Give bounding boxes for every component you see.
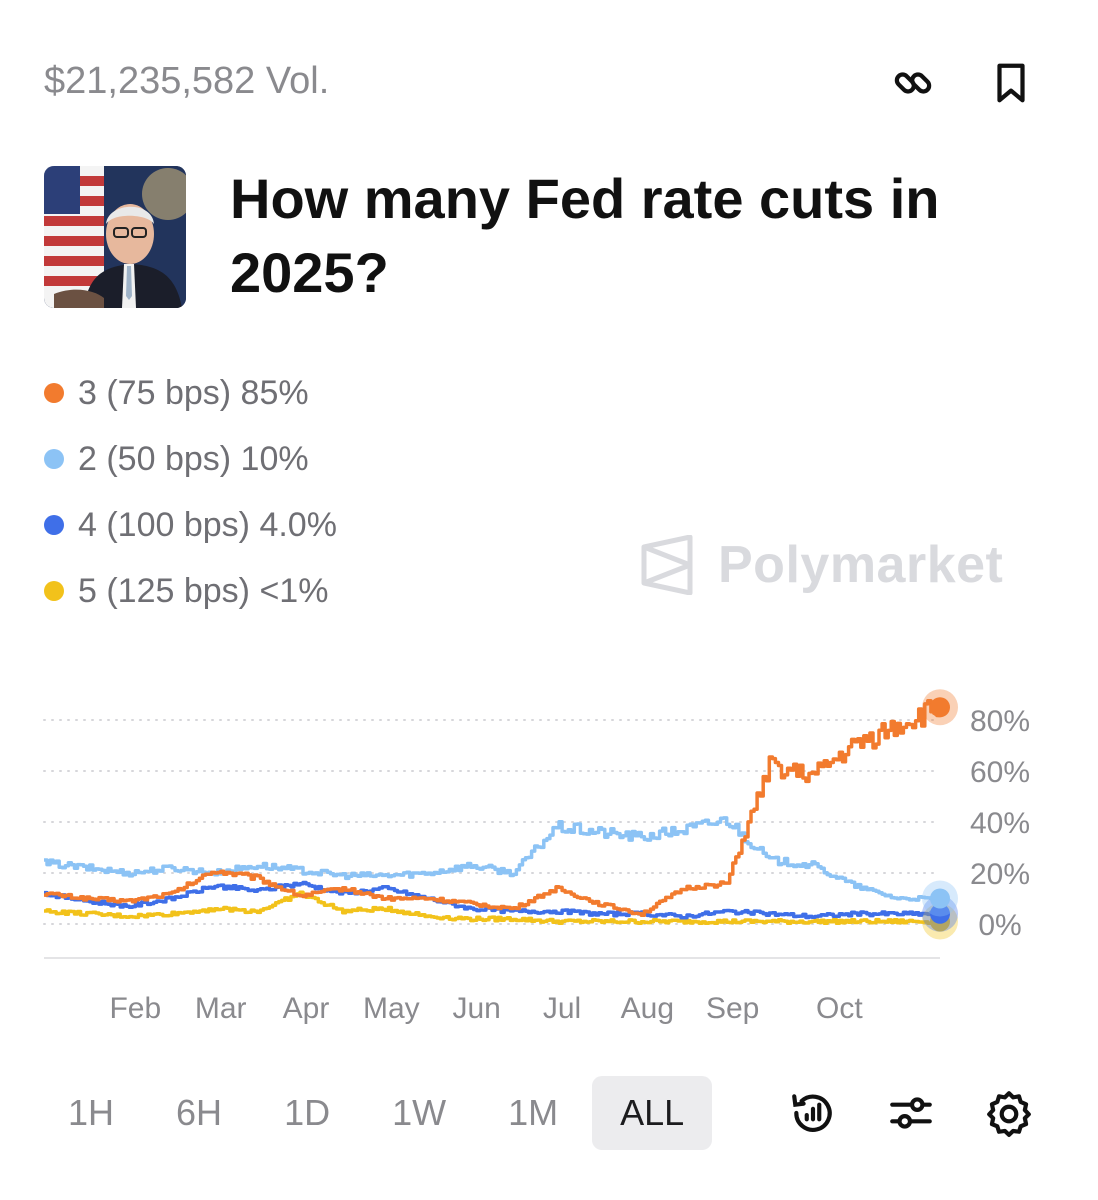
x-tick-label: Aug xyxy=(621,992,674,1025)
series-line xyxy=(44,890,942,926)
range-1w-button[interactable]: 1W xyxy=(392,1092,447,1133)
outcome-legend: 3 (75 bps) 85% 2 (50 bps) 10% 4 (100 bps… xyxy=(44,360,337,624)
time-range-selector: 1H 6H 1D 1W 1M ALL xyxy=(40,1076,718,1150)
range-1m-button[interactable]: 1M xyxy=(508,1092,559,1133)
x-tick-label: Apr xyxy=(283,992,330,1025)
polymarket-logo-icon xyxy=(641,535,693,595)
x-tick-label: May xyxy=(363,992,420,1025)
filters-icon[interactable] xyxy=(884,1086,938,1140)
x-tick-label: Jul xyxy=(543,992,581,1025)
series-line xyxy=(44,816,942,902)
y-tick-label: 60% xyxy=(970,756,1030,789)
bookmark-icon[interactable] xyxy=(986,58,1036,108)
range-1h-button[interactable]: 1H xyxy=(68,1092,115,1133)
watermark-text: Polymarket xyxy=(718,536,1004,594)
range-6h-button[interactable]: 6H xyxy=(176,1092,223,1133)
x-tick-label: Feb xyxy=(109,992,161,1025)
series-line xyxy=(44,880,942,920)
legend-dot xyxy=(44,581,64,601)
volume-text: $21,235,582 Vol. xyxy=(44,60,330,102)
y-tick-label: 80% xyxy=(970,705,1030,738)
series-endpoint xyxy=(930,903,950,924)
y-tick-label: 20% xyxy=(970,858,1030,891)
series-endpoint xyxy=(930,697,950,718)
legend-dot xyxy=(44,449,64,469)
legend-item: 2 (50 bps) 10% xyxy=(44,426,337,492)
probability-chart[interactable]: 80% 60% 40% 20% 0% Feb Mar Apr May Jun Jul Aug Sep O… xyxy=(0,660,1098,1040)
legend-item: 4 (100 bps) 4.0% xyxy=(44,492,337,558)
chart-grid xyxy=(43,719,941,925)
x-tick-label: Sep xyxy=(706,992,759,1025)
legend-item: 5 (125 bps) <1% xyxy=(44,558,337,624)
market-thumbnail xyxy=(44,166,186,308)
series-endpoint xyxy=(930,888,950,909)
legend-item: 3 (75 bps) 85% xyxy=(44,360,337,426)
legend-dot xyxy=(44,515,64,535)
range-1d-button[interactable]: 1D xyxy=(284,1092,331,1133)
legend-label: 2 (50 bps) 10% xyxy=(78,439,309,478)
settings-gear-icon[interactable] xyxy=(982,1086,1036,1140)
legend-label: 5 (125 bps) <1% xyxy=(78,571,329,610)
legend-dot xyxy=(44,383,64,403)
x-tick-label: Oct xyxy=(816,992,863,1025)
link-icon[interactable] xyxy=(888,58,938,108)
x-tick-label: Mar xyxy=(195,992,247,1025)
range-all-button[interactable]: ALL xyxy=(592,1076,713,1150)
x-tick-label: Jun xyxy=(452,992,500,1025)
polymarket-watermark: Polymarket xyxy=(640,535,1003,595)
legend-label: 4 (100 bps) 4.0% xyxy=(78,505,337,544)
history-chart-icon[interactable] xyxy=(786,1086,840,1140)
y-tick-label: 40% xyxy=(970,807,1030,840)
market-title: How many Fed rate cuts in 2025? xyxy=(230,167,940,304)
legend-label: 3 (75 bps) 85% xyxy=(78,373,309,412)
y-tick-label: 0% xyxy=(978,909,1021,942)
series-line xyxy=(44,699,942,917)
